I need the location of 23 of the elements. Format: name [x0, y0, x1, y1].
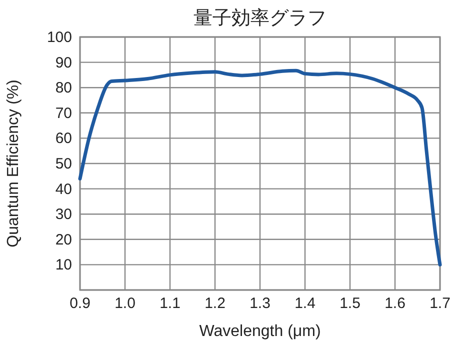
- x-tick-label: 1.3: [250, 295, 270, 312]
- y-tick-label: 80: [55, 80, 72, 97]
- x-tick-label: 1.5: [340, 295, 360, 312]
- y-tick-label: 60: [55, 130, 72, 148]
- y-axis-title: Quantum Efficiency (%): [5, 80, 22, 248]
- y-tick-label: 30: [55, 206, 72, 224]
- y-tick-label: 50: [55, 156, 72, 172]
- x-tick-label: 1.1: [160, 295, 180, 312]
- y-tick-label: 40: [55, 180, 72, 198]
- y-tick-label: 100: [46, 29, 72, 46]
- x-tick-label: 1.0: [114, 295, 136, 312]
- y-tick-label: 20: [55, 231, 72, 248]
- x-tick-label: 1.4: [294, 295, 316, 312]
- y-tick-label: 90: [55, 54, 72, 72]
- x-tick-label: 1.2: [204, 295, 226, 312]
- x-tick-label: 1.7: [430, 295, 450, 312]
- y-tick-label: 70: [55, 104, 72, 122]
- chart-title: 量子効率グラフ: [194, 7, 326, 29]
- x-tick-label: 1.6: [384, 295, 406, 312]
- y-tick-label: 10: [55, 256, 72, 274]
- line-series: [78, 68, 442, 266]
- x-axis-title: Wavelength (μm): [199, 323, 321, 340]
- x-tick-label: 0.9: [70, 295, 90, 312]
